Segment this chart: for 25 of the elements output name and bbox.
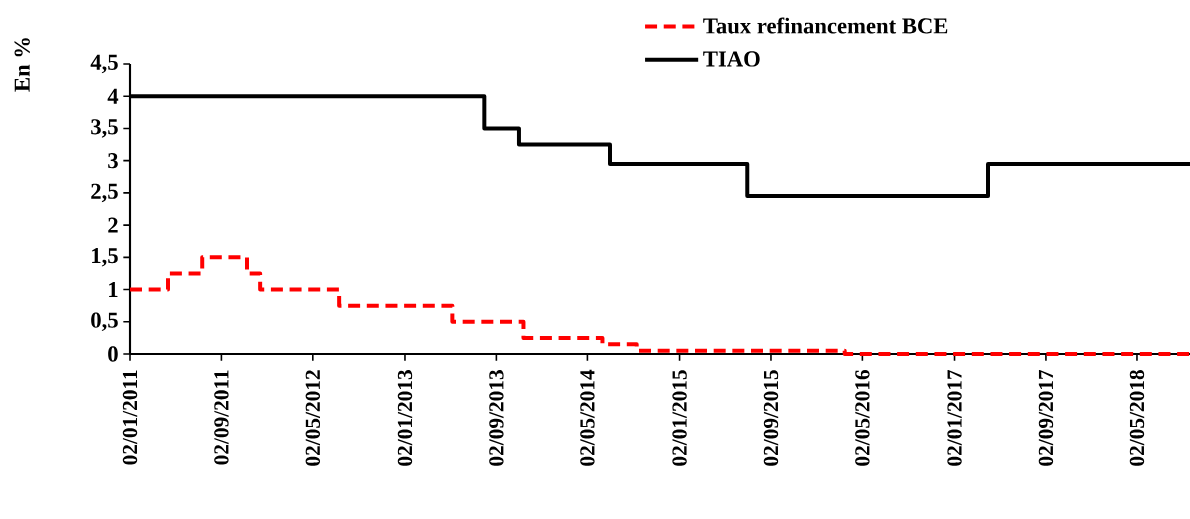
y-tick-label: 4 — [107, 88, 119, 104]
x-tick-label: 02/09/2013 — [489, 370, 504, 466]
y-tick-label: 1,5 — [92, 248, 118, 267]
legend-label: Taux refinancement BCE — [703, 17, 948, 34]
x-tick-label: 02/01/2015 — [672, 370, 687, 466]
legend-label: TIAO — [703, 51, 760, 67]
x-tick-label: 02/09/2017 — [1038, 369, 1054, 466]
x-tick-label: 02/05/2012 — [305, 370, 321, 466]
x-tick-label: 02/05/2014 — [580, 369, 595, 466]
y-tick-label: 1 — [109, 282, 118, 298]
y-tick-label: 2 — [108, 217, 118, 233]
y-tick-label: 0 — [108, 346, 118, 362]
y-axis-title: En % — [14, 38, 30, 92]
x-tick-label: 02/01/2017 — [947, 369, 962, 466]
x-tick-label: 02/01/2011 — [122, 370, 138, 465]
x-tick-label: 02/05/2016 — [855, 370, 870, 466]
y-tick-label: 2,5 — [91, 183, 118, 203]
y-tick-label: 3 — [108, 153, 118, 169]
y-tick-label: 4,5 — [90, 54, 118, 74]
y-tick-label: 0,5 — [91, 312, 118, 332]
x-tick-label: 02/01/2013 — [397, 370, 413, 466]
x-tick-label: 02/09/2015 — [763, 370, 779, 466]
x-tick-label: 02/09/2011 — [214, 370, 229, 465]
y-tick-label: 3,5 — [91, 119, 118, 138]
x-tick-label: 02/05/2018 — [1129, 370, 1145, 466]
